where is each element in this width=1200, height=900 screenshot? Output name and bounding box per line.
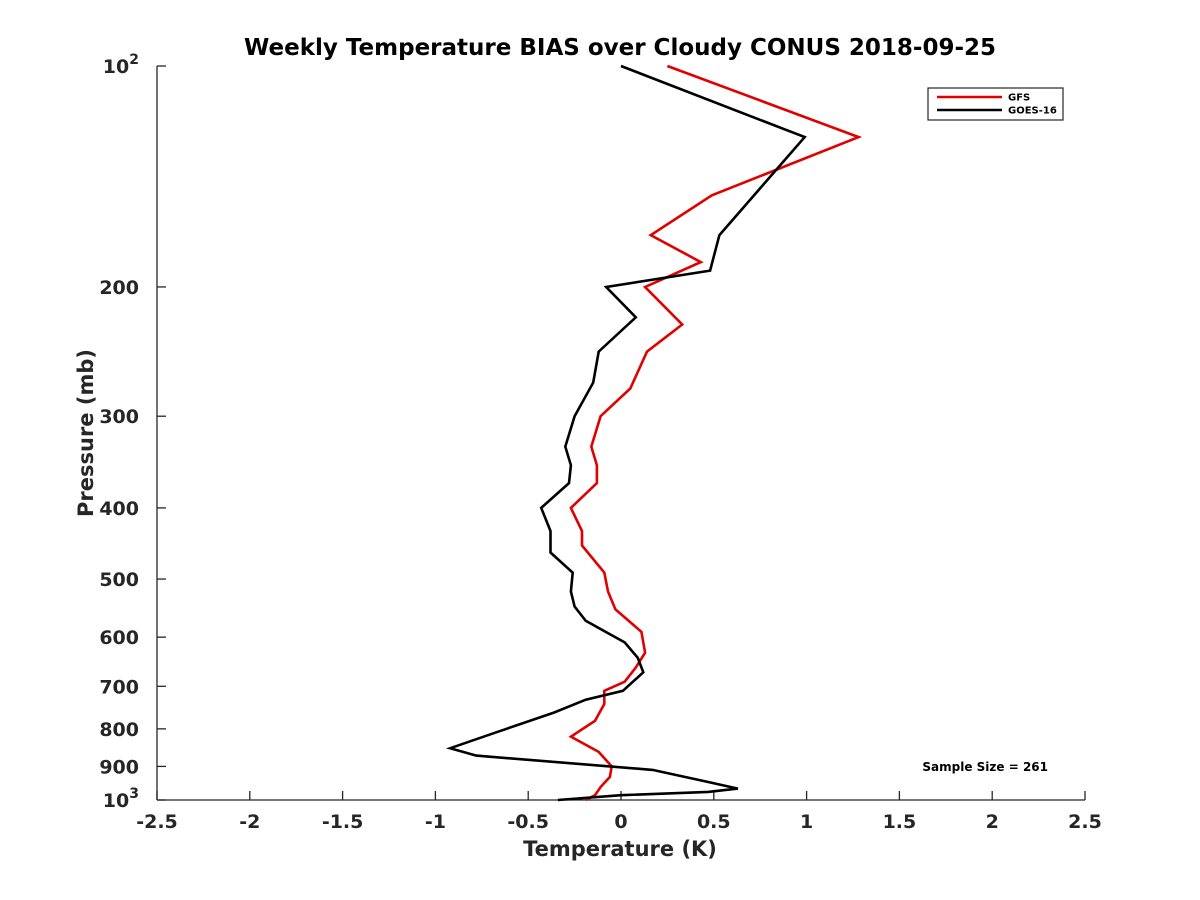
y-tick-label: 700 [99, 676, 139, 698]
y-tick-label: 200 [99, 277, 139, 299]
x-tick-label: -1.5 [322, 811, 364, 833]
legend: GFS GOES-16 [927, 87, 1064, 121]
series-line-goes-16 [445, 64, 807, 802]
x-tick-label: -2.5 [136, 811, 178, 833]
y-tick-label: 600 [99, 627, 139, 649]
x-tick-label: 2.5 [1068, 811, 1102, 833]
y-tick-label: 800 [99, 719, 139, 741]
y-tick-label: 900 [99, 756, 139, 778]
chart-title: Weekly Temperature BIAS over Cloudy CONU… [244, 35, 996, 61]
x-tick-label: 1.5 [883, 811, 917, 833]
sample-size-annotation: Sample Size = 261 [922, 760, 1048, 774]
y-tick-label: 300 [99, 406, 139, 428]
y-tick-label: 500 [99, 569, 139, 591]
plot-series [445, 64, 863, 802]
x-tick-label: -0.5 [507, 811, 549, 833]
legend-box [927, 87, 1064, 121]
y-tick-label: 102 [103, 52, 139, 78]
x-tick-label: 0.5 [697, 811, 731, 833]
x-tick-label: -1 [425, 811, 446, 833]
y-axis-label: Pressure (mb) [74, 349, 98, 517]
y-tick-label: 103 [103, 786, 139, 812]
x-tick-label: 0 [614, 811, 627, 833]
x-axis-label: Temperature (K) [523, 837, 717, 861]
y-tick-label: 400 [99, 498, 139, 520]
x-tick-label: 1 [800, 811, 813, 833]
x-tick-label: -2 [239, 811, 260, 833]
x-tick-label: 2 [986, 811, 999, 833]
legend-label: GFS [1008, 93, 1030, 104]
series-line-gfs [568, 64, 863, 802]
legend-label: GOES-16 [1008, 106, 1057, 117]
plot-axes: -2.5 -2 -1.5 -1 -0.5 0 0.5 1 1.5 2 2.5 102 200 300 400… [99, 52, 1102, 833]
